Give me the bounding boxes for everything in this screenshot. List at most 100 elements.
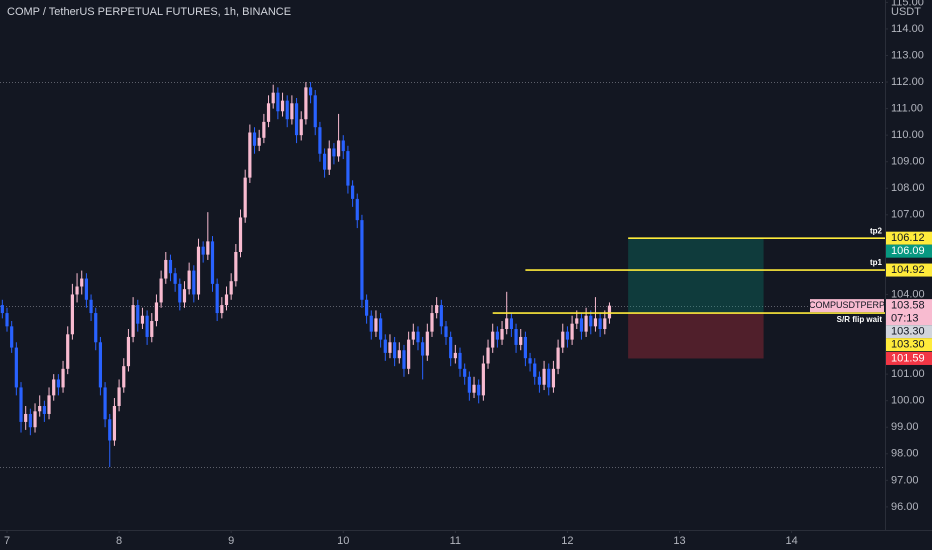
x-tick-label: 9: [228, 535, 234, 547]
candle-body: [542, 368, 546, 385]
candle-body: [145, 315, 149, 337]
candle-body: [24, 413, 28, 422]
candle-body: [453, 352, 457, 359]
y-tick-label: 100.00: [891, 395, 925, 407]
candle-body: [360, 220, 364, 300]
candle-body: [122, 366, 126, 388]
candle-body: [318, 127, 322, 154]
candle-body: [56, 379, 60, 388]
y-tick-label: 96.00: [891, 501, 919, 513]
candle-body: [509, 318, 513, 329]
candle-body: [294, 103, 299, 136]
candle-body: [589, 315, 593, 327]
candle-body: [285, 100, 289, 120]
candle-body: [598, 318, 602, 329]
candle-body: [350, 185, 355, 199]
candle-body: [411, 331, 415, 340]
price-tag: [886, 263, 932, 277]
candle-body: [593, 318, 598, 327]
candle-body: [206, 241, 210, 255]
candle-body: [136, 305, 140, 324]
candle-body: [159, 278, 163, 303]
level-label: S/R flip wait: [837, 315, 883, 324]
candle-body: [192, 270, 196, 295]
candle-body: [234, 251, 238, 282]
x-tick-label: 12: [561, 535, 573, 547]
candle-body: [238, 217, 243, 252]
candle-body: [150, 321, 154, 337]
candle-body: [10, 326, 14, 348]
price-tag: [886, 338, 932, 352]
candle-body: [187, 270, 191, 290]
candle-body: [327, 148, 331, 170]
y-tick-label: 99.00: [891, 421, 919, 433]
candle-body: [131, 305, 135, 337]
candle-body: [402, 350, 406, 369]
candle-body: [201, 246, 205, 255]
candle-body: [66, 334, 70, 369]
candle-body: [19, 387, 23, 422]
x-tick-label: 10: [337, 535, 349, 547]
candle-body: [220, 305, 224, 314]
x-tick-label: 14: [785, 535, 797, 547]
candle-body: [551, 368, 556, 388]
candle-body: [388, 342, 392, 353]
level-label: tp1: [870, 258, 883, 267]
candle-body: [210, 241, 215, 284]
stop-zone: [628, 313, 764, 359]
candle-body: [463, 368, 467, 377]
candle-body: [407, 339, 411, 369]
candle-body: [355, 198, 359, 221]
candle-body: [47, 395, 51, 414]
y-tick-label: 109.00: [891, 156, 925, 168]
candle-body: [435, 305, 439, 314]
candle-body: [467, 376, 471, 393]
candle-body: [397, 350, 401, 359]
candle-body: [308, 87, 313, 96]
candle-body: [224, 294, 229, 306]
candle-body: [332, 148, 336, 157]
candle-body: [313, 95, 317, 128]
y-tick-label: 114.00: [891, 23, 924, 35]
candle-body: [584, 315, 588, 332]
candle-body: [547, 368, 551, 388]
candle-body: [140, 315, 145, 324]
candle-body: [103, 387, 107, 420]
price-tag-label: 101.59: [891, 352, 925, 364]
candle-body: [164, 259, 168, 279]
candle-body: [257, 137, 261, 146]
candle-body: [495, 331, 499, 340]
candle-body: [439, 305, 443, 327]
candle-body: [477, 384, 481, 396]
candle-body: [533, 363, 537, 377]
candle-body: [579, 318, 584, 332]
candle-body: [266, 103, 271, 122]
candle-body: [33, 411, 37, 428]
price-tag-label: 106.12: [891, 232, 925, 244]
candle-body: [42, 405, 46, 414]
chart-title: COMP / TetherUS PERPETUAL FUTURES, 1h, B…: [7, 6, 291, 18]
symbol-tag: [810, 299, 884, 313]
candle-body: [383, 339, 387, 353]
candle-body: [28, 413, 32, 428]
candle-body: [84, 278, 88, 300]
candle-body: [341, 140, 345, 152]
candle-body: [505, 318, 509, 329]
price-tag: [886, 231, 932, 245]
candle-body: [575, 318, 579, 324]
candle-body: [346, 151, 350, 186]
candle-body: [458, 352, 462, 369]
candle-body: [528, 358, 532, 364]
candle-body: [365, 299, 369, 316]
y-tick-label: 101.00: [891, 368, 925, 380]
candle-body: [154, 302, 159, 322]
candle-body: [38, 405, 42, 412]
candle-body: [290, 103, 294, 120]
candle-body: [276, 92, 280, 112]
candle-body: [14, 347, 18, 388]
candle-body: [523, 336, 527, 359]
candle-body: [421, 342, 425, 356]
